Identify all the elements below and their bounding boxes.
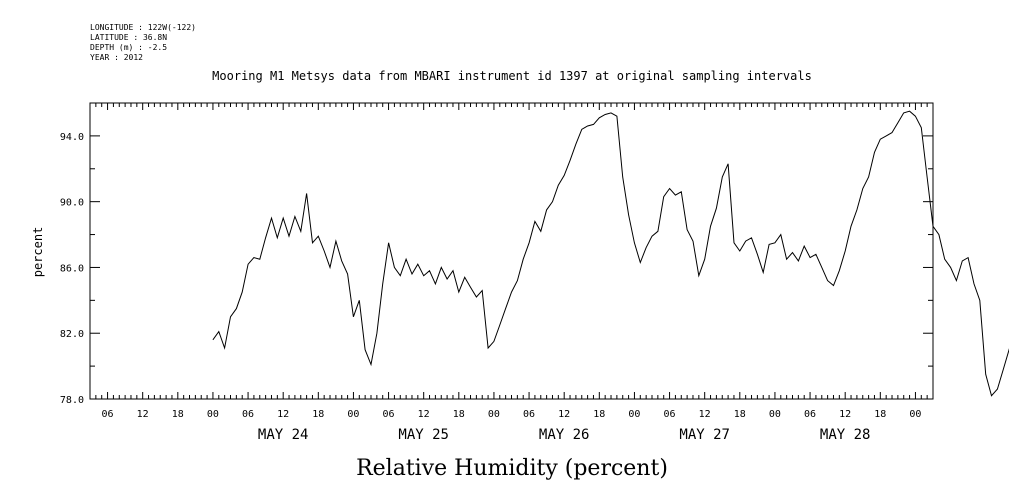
x-hour-label: 06 <box>523 409 535 420</box>
x-hour-label: 12 <box>277 409 289 420</box>
x-hour-label: 12 <box>558 409 570 420</box>
meta-line-depth: DEPTH (m) : -2.5 <box>90 43 167 52</box>
y-tick-label: 90.0 <box>60 198 84 209</box>
x-hour-label: 06 <box>383 409 395 420</box>
x-axis: 06 12 18 00 06 12 18 00 06 12 18 00 06 12 18 00 06 12 18 00… <box>89 103 934 443</box>
x-hour-label: 18 <box>734 409 746 420</box>
x-hour-label: 18 <box>172 409 184 420</box>
x-hour-label: 06 <box>664 409 676 420</box>
x-day-label: MAY 27 <box>679 427 730 443</box>
x-hour-label: 06 <box>102 409 114 420</box>
x-day-label: MAY 28 <box>820 427 871 443</box>
x-hour-label: 12 <box>137 409 149 420</box>
chart-title: Mooring M1 Metsys data from MBARI instru… <box>212 69 812 83</box>
meta-line-year: YEAR : 2012 <box>90 53 143 62</box>
y-axis-label: percent <box>31 227 45 278</box>
y-axis: 78.0 82.0 86.0 90.0 94.0 <box>60 132 933 406</box>
x-hour-label: 18 <box>874 409 886 420</box>
meta-line-latitude: LATITUDE : 36.8N <box>90 33 167 42</box>
x-hour-label: 00 <box>628 409 640 420</box>
x-hour-label: 12 <box>699 409 711 420</box>
x-day-label: MAY 25 <box>398 427 449 443</box>
series-line <box>212 110 1009 397</box>
x-hour-label: 06 <box>804 409 816 420</box>
x-hour-label: 00 <box>488 409 500 420</box>
y-tick-label: 94.0 <box>60 132 84 143</box>
x-day-label: MAY 26 <box>539 427 590 443</box>
x-hour-label: 18 <box>453 409 465 420</box>
x-hour-label: 18 <box>312 409 324 420</box>
x-axis-label: Relative Humidity (percent) <box>356 456 668 481</box>
y-tick-label: 78.0 <box>60 395 84 406</box>
x-hour-label: 18 <box>593 409 605 420</box>
metadata-block: LONGITUDE : 122W(-122) LATITUDE : 36.8N … <box>90 23 196 62</box>
series-group <box>212 110 1009 397</box>
meta-line-longitude: LONGITUDE : 122W(-122) <box>90 23 196 32</box>
x-hour-label: 12 <box>418 409 430 420</box>
x-hour-label: 12 <box>839 409 851 420</box>
x-hour-label: 06 <box>242 409 254 420</box>
x-hour-label: 00 <box>347 409 359 420</box>
y-tick-label: 86.0 <box>60 263 84 274</box>
y-tick-label: 82.0 <box>60 329 84 340</box>
x-hour-label: 00 <box>769 409 781 420</box>
x-hour-label: 00 <box>909 409 921 420</box>
x-day-label: MAY 24 <box>258 427 309 443</box>
x-hour-label: 00 <box>207 409 219 420</box>
